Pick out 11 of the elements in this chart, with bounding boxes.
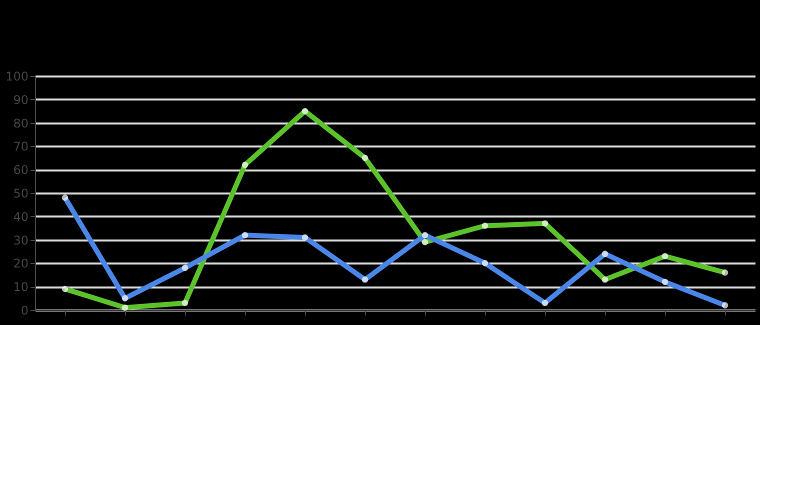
y-tick-label: 40 <box>13 210 28 224</box>
y-tick-label: 90 <box>13 92 28 107</box>
y-tick-label: 50 <box>13 186 28 200</box>
y-tick-label: 30 <box>13 233 28 248</box>
y-tick-label: 10 <box>13 280 28 294</box>
y-tick-label: 60 <box>13 163 28 178</box>
y-tick-label: 100 <box>6 70 28 84</box>
y-tick-label: 20 <box>13 256 28 271</box>
y-tick-label: 0 <box>20 304 28 318</box>
y-tick-label: 80 <box>13 116 28 130</box>
y-tick-label: 70 <box>13 140 28 154</box>
